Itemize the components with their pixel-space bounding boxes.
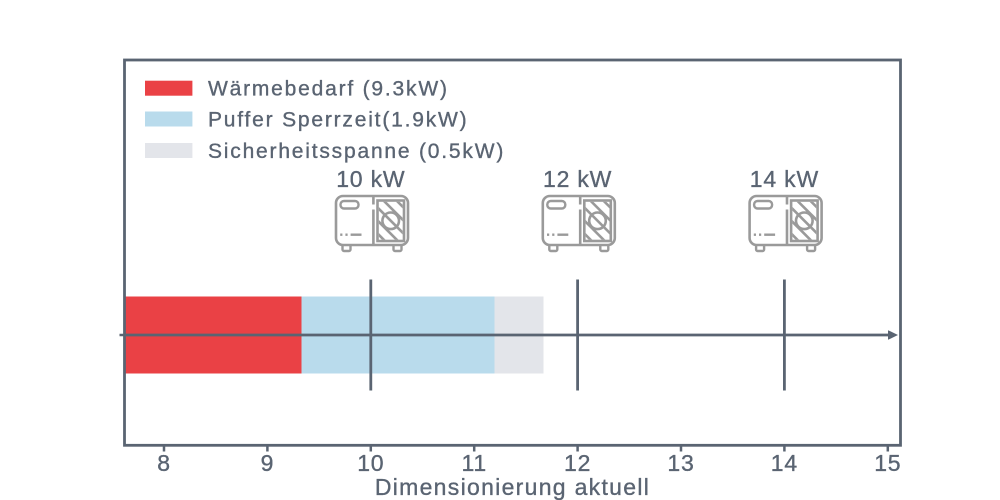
svg-text:12 kW: 12 kW (543, 166, 612, 192)
svg-text:15: 15 (874, 450, 901, 476)
svg-text:14: 14 (771, 450, 798, 476)
svg-text:14 kW: 14 kW (750, 166, 819, 192)
svg-text:13: 13 (667, 450, 694, 476)
svg-text:11: 11 (461, 450, 486, 476)
svg-text:Wärmebedarf (9.3kW): Wärmebedarf (9.3kW) (208, 78, 449, 101)
svg-text:Puffer Sperrzeit(1.9kW): Puffer Sperrzeit(1.9kW) (208, 109, 468, 132)
svg-text:10: 10 (357, 450, 384, 476)
svg-text:Dimensionierung aktuell: Dimensionierung aktuell (375, 474, 650, 500)
svg-text:8: 8 (157, 450, 171, 476)
svg-text:9: 9 (261, 450, 275, 476)
svg-text:Sicherheitsspanne (0.5kW): Sicherheitsspanne (0.5kW) (208, 140, 505, 163)
svg-text:10 kW: 10 kW (336, 166, 405, 192)
svg-text:12: 12 (564, 450, 591, 476)
